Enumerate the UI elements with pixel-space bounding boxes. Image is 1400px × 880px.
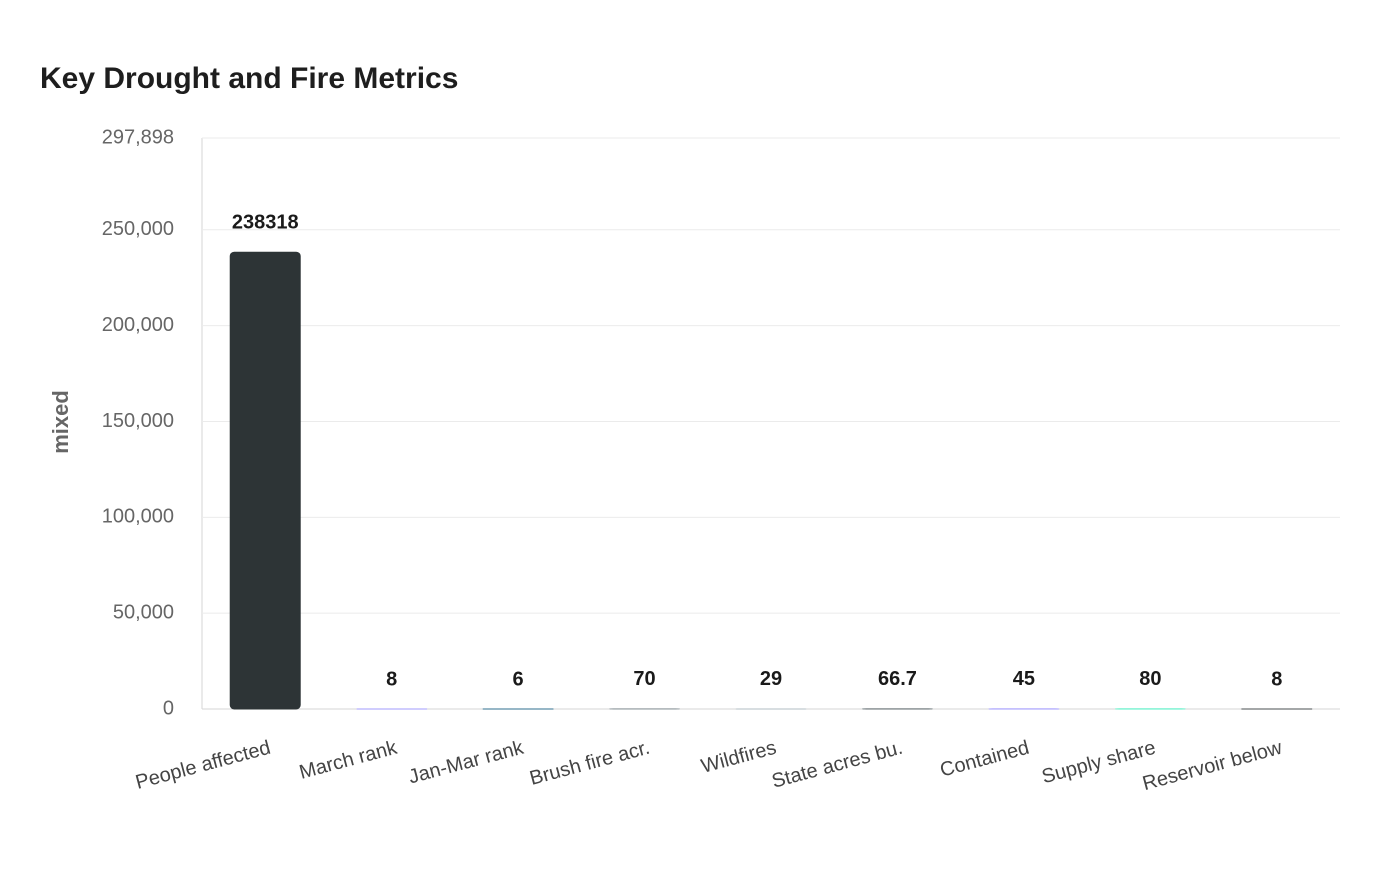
value-label: 238318 — [232, 211, 299, 233]
value-label: 45 — [1013, 668, 1035, 690]
value-label: 6 — [513, 668, 524, 690]
x-tick-label: March rank — [297, 736, 400, 783]
y-tick-label: 297,898 — [102, 126, 174, 148]
x-tick-label: Wildfires — [699, 737, 779, 778]
x-tick-label: Reservoir below — [1140, 737, 1285, 796]
x-tick-label: State acres bu. — [769, 737, 905, 793]
x-tick-label: Contained — [938, 737, 1032, 782]
y-tick-label: 250,000 — [102, 218, 174, 240]
value-label: 29 — [760, 668, 782, 690]
y-tick-label: 100,000 — [102, 506, 174, 528]
y-tick-label: 200,000 — [102, 314, 174, 336]
x-tick-label: People affected — [133, 737, 273, 794]
y-tick-label: 0 — [163, 697, 174, 719]
value-label: 8 — [1271, 668, 1282, 690]
chart-title: Key Drought and Fire Metrics — [40, 62, 458, 95]
x-tick-label: Brush fire acr. — [527, 737, 652, 790]
x-tick-label: Jan-Mar rank — [406, 736, 526, 788]
value-label: 70 — [633, 668, 655, 690]
y-tick-label: 150,000 — [102, 410, 174, 432]
x-tick-label: Supply share — [1040, 737, 1158, 788]
value-label: 8 — [386, 668, 397, 690]
y-tick-label: 50,000 — [113, 601, 174, 623]
value-label: 80 — [1139, 668, 1161, 690]
bar — [229, 251, 301, 710]
y-axis-title: mixed — [48, 390, 73, 454]
value-label: 66.7 — [878, 668, 917, 690]
